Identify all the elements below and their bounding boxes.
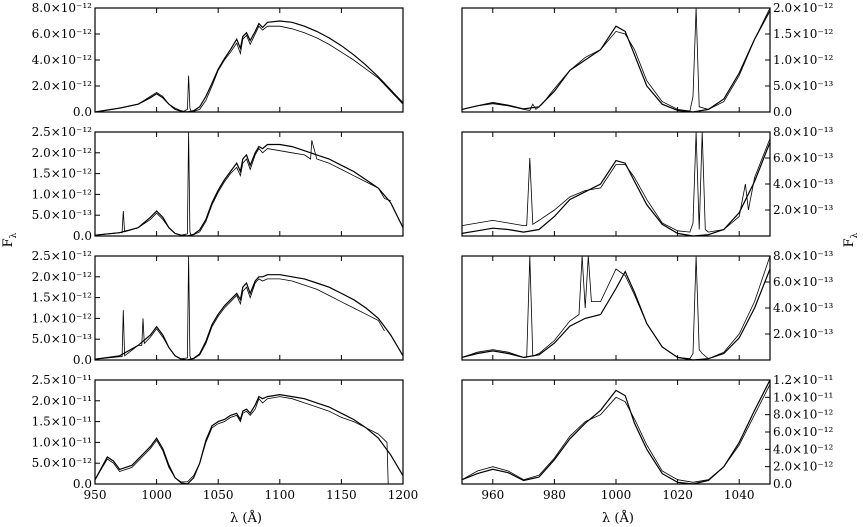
y-tick-label: 2.0×10⁻¹³: [773, 327, 834, 341]
x-tick-label: 1050: [203, 488, 234, 502]
y-tick-label: 6.0×10⁻¹²: [32, 27, 93, 41]
y-tick-label: 8.0×10⁻¹²: [773, 408, 834, 422]
x-tick-label: 1000: [141, 488, 172, 502]
observed-spectrum-line: [94, 396, 389, 485]
y-tick-label: 1.0×10⁻¹¹: [32, 435, 92, 449]
y-tick-label: 0.0: [73, 105, 92, 119]
x-tick-label: 1000: [601, 488, 632, 502]
x-tick-label: 980: [543, 488, 566, 502]
panel-right-1: 0.0 5.0×10⁻¹³ 1.0×10⁻¹² 1.5×10⁻¹² 2.0×10⁻¹²: [461, 1, 834, 119]
panel-left-1: 0.0 2.0×10⁻¹² 4.0×10⁻¹² 6.0×10⁻¹² 8.0×10⁻¹²: [32, 1, 404, 119]
x-tick-label: 1200: [388, 488, 419, 502]
y-tick-label: 5.0×10⁻¹³: [32, 332, 93, 346]
observed-spectrum-line: [94, 25, 404, 113]
panel-grid: 0.02.0×10⁻¹²4.0×10⁻¹²6.0×10⁻¹²8.0×10⁻¹²0…: [32, 1, 834, 502]
model-spectrum-line: [461, 10, 771, 113]
x-tick-label: 1150: [326, 488, 357, 502]
y-tick-label: 0.0: [73, 229, 92, 243]
y-tick-label: 1.5×10⁻¹²: [32, 291, 93, 305]
panel-frame: [461, 131, 771, 237]
y-tick-label: 1.5×10⁻¹²: [32, 167, 93, 181]
panel-right-2: 2.0×10⁻¹³ 4.0×10⁻¹³ 6.0×10⁻¹³ 8.0×10⁻¹³: [461, 125, 834, 237]
x-tick-label: 960: [481, 488, 504, 502]
y-tick-label: 2.0×10⁻¹¹: [32, 394, 92, 408]
x-tick-label: 1100: [265, 488, 296, 502]
panel-frame: [94, 379, 404, 485]
y-tick-label: 2.5×10⁻¹²: [32, 125, 93, 139]
y-tick-label: 0.0: [773, 477, 792, 491]
y-tick-label: 5.0×10⁻¹²: [32, 456, 93, 470]
y-tick-label: 8.0×10⁻¹³: [773, 249, 834, 263]
y-tick-label: 6.0×10⁻¹³: [773, 151, 834, 165]
y-tick-label: 6.0×10⁻¹²: [773, 425, 834, 439]
y-tick-label: 1.0×10⁻¹²: [32, 311, 93, 325]
y-tick-label: 2.0×10⁻¹²: [773, 460, 834, 474]
model-spectrum-line: [461, 379, 771, 485]
y-tick-label: 1.2×10⁻¹¹: [773, 373, 833, 387]
model-spectrum-line: [94, 20, 404, 113]
y-tick-label: 4.0×10⁻¹³: [773, 301, 834, 315]
observed-spectrum-line: [94, 131, 391, 236]
y-tick-label: 4.0×10⁻¹²: [32, 53, 93, 67]
y-tick-label: 6.0×10⁻¹³: [773, 275, 834, 289]
y-tick-label: 4.0×10⁻¹³: [773, 177, 834, 191]
observed-spectrum-line: [461, 131, 771, 233]
y-tick-label: 4.0×10⁻¹²: [773, 442, 834, 456]
x-tick-label: 950: [84, 488, 107, 502]
y-tick-label: 1.5×10⁻¹²: [773, 27, 834, 41]
y-tick-label: 5.0×10⁻¹³: [32, 208, 93, 222]
y-tick-label: 8.0×10⁻¹³: [773, 125, 834, 139]
y-tick-label: 2.0×10⁻¹²: [32, 79, 93, 93]
y-tick-label: 2.0×10⁻¹²: [32, 146, 93, 160]
y-tick-label: 0.0: [773, 105, 792, 119]
panel-left-3: 0.0 5.0×10⁻¹³ 1.0×10⁻¹² 1.5×10⁻¹² 2.0×10⁻¹² 2…: [32, 249, 404, 367]
model-spectrum-line: [94, 143, 404, 237]
left-x-axis-label: λ (Å): [230, 510, 262, 526]
panel-frame: [461, 379, 771, 485]
y-tick-label: 8.0×10⁻¹²: [32, 1, 93, 15]
panel-frame: [94, 131, 404, 237]
right-x-axis-label: λ (Å): [602, 510, 634, 526]
y-tick-label: 1.5×10⁻¹¹: [32, 415, 92, 429]
panel-right-4: 960 980 1000 1020 1040 0.0 2.0×10⁻¹² 4.0×10⁻¹² 6…: [461, 373, 834, 502]
left-y-axis-label: Fλ: [1, 232, 19, 247]
panel-left-2: 0.0 5.0×10⁻¹³ 1.0×10⁻¹² 1.5×10⁻¹² 2.0×10⁻¹² 2…: [32, 125, 404, 243]
right-y-axis-label: Fλ: [842, 232, 860, 247]
observed-spectrum-line: [461, 384, 771, 483]
y-tick-label: 1.0×10⁻¹¹: [773, 390, 833, 404]
x-tick-label: 1020: [662, 488, 693, 502]
y-tick-label: 0.0: [73, 477, 92, 491]
observed-spectrum-line: [461, 7, 771, 112]
panel-frame: [461, 255, 771, 361]
observed-spectrum-line: [94, 255, 385, 360]
model-spectrum-line: [461, 142, 771, 237]
y-tick-label: 2.0×10⁻¹²: [773, 1, 834, 15]
x-tick-label: 1040: [724, 488, 755, 502]
y-tick-label: 2.0×10⁻¹²: [32, 270, 93, 284]
panel-frame: [94, 255, 404, 361]
model-spectrum-line: [94, 393, 404, 485]
panel-left-4: 950 1000 1050 1100 1150 1200 0.0 5.0×10⁻¹² 1.0×1…: [32, 373, 419, 502]
panel-frame: [94, 7, 404, 113]
y-tick-label: 2.5×10⁻¹¹: [32, 373, 92, 387]
model-spectrum-line: [94, 274, 404, 361]
model-spectrum-line: [461, 268, 771, 361]
y-tick-label: 1.0×10⁻¹²: [773, 53, 834, 67]
y-tick-label: 0.0: [73, 353, 92, 367]
y-tick-label: 1.0×10⁻¹²: [32, 187, 93, 201]
observed-spectrum-line: [461, 255, 771, 360]
y-tick-label: 2.0×10⁻¹³: [773, 203, 834, 217]
y-tick-label: 5.0×10⁻¹³: [773, 79, 834, 93]
panel-frame: [461, 7, 771, 113]
y-tick-label: 2.5×10⁻¹²: [32, 249, 93, 263]
panel-right-3: 2.0×10⁻¹³ 4.0×10⁻¹³ 6.0×10⁻¹³ 8.0×10⁻¹³: [461, 249, 834, 361]
